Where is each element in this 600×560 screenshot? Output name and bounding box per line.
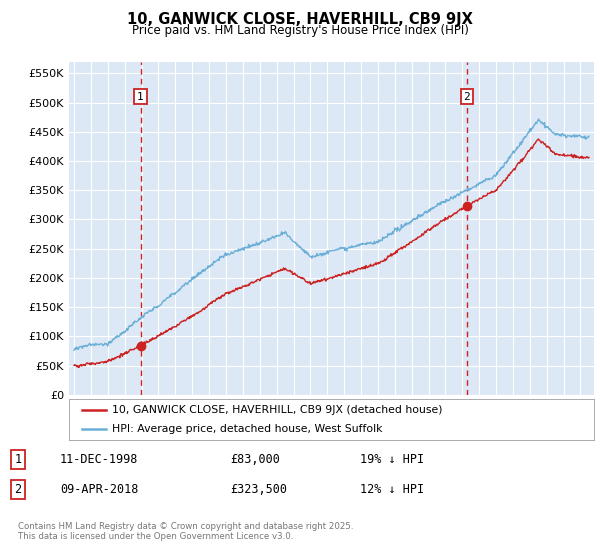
Text: 19% ↓ HPI: 19% ↓ HPI bbox=[360, 453, 424, 466]
Text: £323,500: £323,500 bbox=[230, 483, 287, 496]
Text: 12% ↓ HPI: 12% ↓ HPI bbox=[360, 483, 424, 496]
Text: £83,000: £83,000 bbox=[230, 453, 280, 466]
Text: HPI: Average price, detached house, West Suffolk: HPI: Average price, detached house, West… bbox=[112, 424, 383, 434]
Text: Price paid vs. HM Land Registry's House Price Index (HPI): Price paid vs. HM Land Registry's House … bbox=[131, 24, 469, 36]
Text: 10, GANWICK CLOSE, HAVERHILL, CB9 9JX (detached house): 10, GANWICK CLOSE, HAVERHILL, CB9 9JX (d… bbox=[112, 405, 443, 415]
Text: 10, GANWICK CLOSE, HAVERHILL, CB9 9JX: 10, GANWICK CLOSE, HAVERHILL, CB9 9JX bbox=[127, 12, 473, 27]
Text: Contains HM Land Registry data © Crown copyright and database right 2025.
This d: Contains HM Land Registry data © Crown c… bbox=[18, 522, 353, 542]
Text: 1: 1 bbox=[137, 92, 144, 102]
Text: 2: 2 bbox=[464, 92, 470, 102]
Text: 2: 2 bbox=[14, 483, 22, 496]
Text: 1: 1 bbox=[14, 453, 22, 466]
Text: 09-APR-2018: 09-APR-2018 bbox=[60, 483, 139, 496]
Text: 11-DEC-1998: 11-DEC-1998 bbox=[60, 453, 139, 466]
